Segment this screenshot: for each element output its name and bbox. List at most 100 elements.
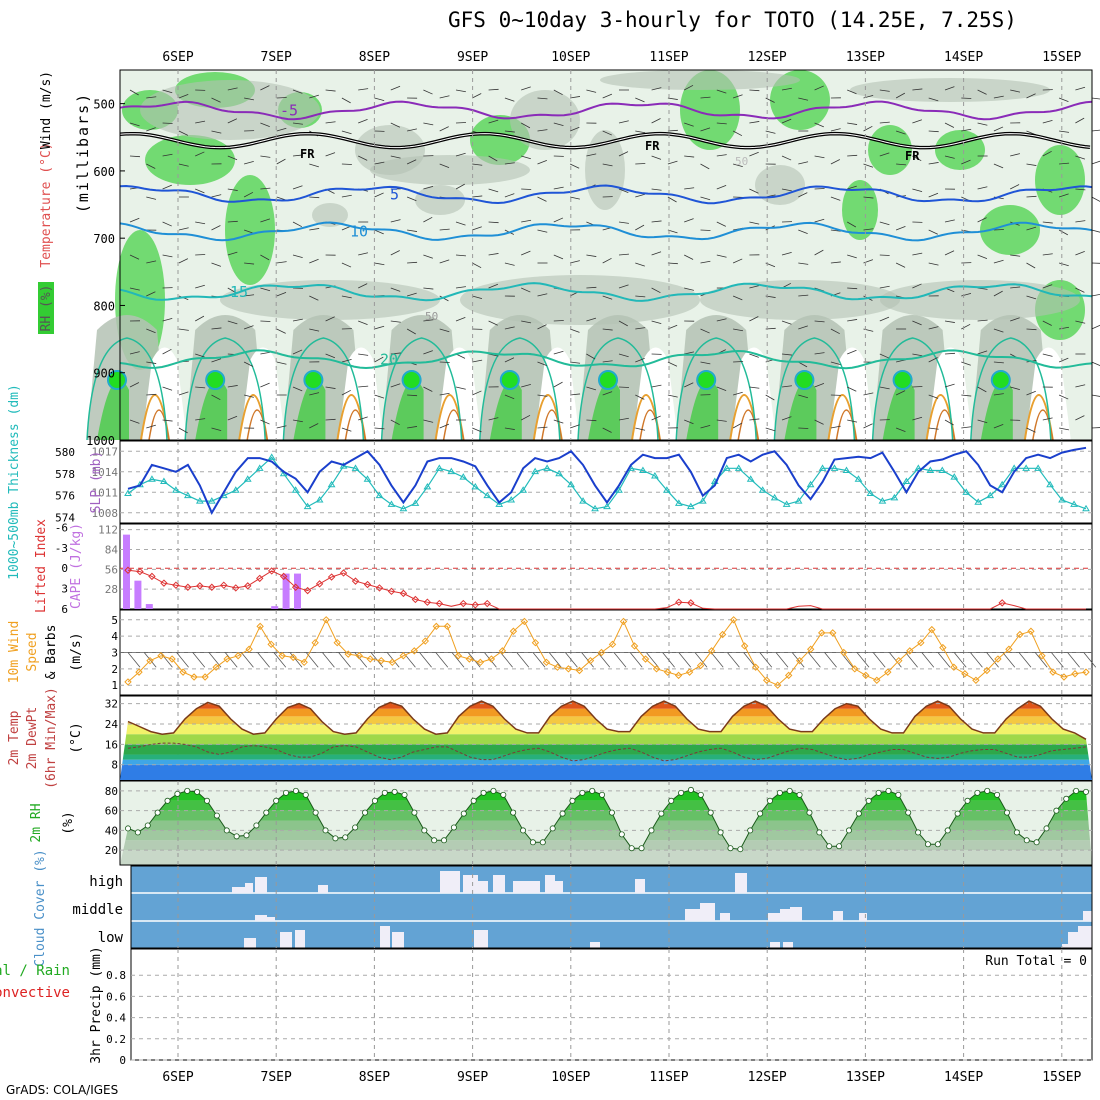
rh-point bbox=[273, 797, 280, 804]
wind-barb bbox=[227, 415, 238, 421]
wind-barb bbox=[1075, 188, 1086, 191]
wind-barb bbox=[602, 360, 613, 363]
precip-tick-label: 0.4 bbox=[106, 1012, 126, 1025]
lifted-index-point bbox=[315, 580, 324, 588]
wind-barb bbox=[863, 125, 873, 132]
wind-barb bbox=[570, 393, 581, 396]
wind-barb bbox=[977, 89, 987, 95]
precip-axis-label: 3hr Precip (mm) bbox=[89, 946, 104, 1063]
lifted-index-point bbox=[220, 581, 228, 589]
rh-axis-label: RH (%) bbox=[39, 285, 54, 332]
thickness-point bbox=[172, 486, 180, 493]
isotherm-loop bbox=[184, 337, 266, 441]
lifted-index-point bbox=[675, 598, 683, 606]
wind-barb bbox=[879, 316, 890, 322]
wind-speed-point bbox=[1016, 630, 1024, 639]
wind-barb-10m bbox=[516, 652, 530, 668]
precip-tick-label: 0 bbox=[119, 1054, 126, 1067]
wind-speed-point bbox=[1060, 673, 1068, 681]
wind-barb bbox=[325, 121, 336, 124]
wind-barb bbox=[716, 185, 727, 190]
wind-barb bbox=[1010, 286, 1021, 289]
wind-barb bbox=[292, 386, 303, 392]
cloud-bar bbox=[545, 875, 555, 893]
wind-barb bbox=[162, 318, 173, 322]
thickness-point bbox=[662, 486, 671, 493]
wind-barb bbox=[423, 89, 433, 95]
wind-barb bbox=[488, 353, 499, 357]
wind-barb bbox=[1075, 384, 1086, 388]
isotherm-label: 20 bbox=[380, 350, 398, 368]
wind-barb bbox=[651, 320, 662, 324]
wind-barb-10m bbox=[937, 652, 951, 668]
wind-barb bbox=[879, 386, 890, 390]
rh-field-blob bbox=[415, 185, 465, 215]
cloud-bar bbox=[280, 932, 292, 948]
lifted-index-point bbox=[148, 572, 156, 581]
wind-barb bbox=[944, 122, 955, 128]
lifted-index-tick-label: 0 bbox=[61, 562, 68, 575]
wind-barb bbox=[1042, 353, 1053, 357]
wind-barb bbox=[374, 192, 384, 198]
wind-barb-10m bbox=[565, 652, 578, 668]
cloud-bar bbox=[463, 875, 478, 893]
thickness-point bbox=[591, 504, 599, 512]
wind-barb bbox=[1042, 253, 1053, 256]
wind-barb bbox=[146, 361, 157, 364]
rh-point bbox=[727, 845, 734, 852]
isotherm-loop bbox=[380, 337, 463, 441]
wind-speed-point bbox=[124, 678, 132, 686]
thickness-point bbox=[962, 488, 971, 495]
wind-barb bbox=[586, 153, 597, 157]
rh2m-axis-label: 2m RH bbox=[29, 803, 44, 842]
wind-barb-10m bbox=[775, 652, 789, 668]
thickness-point bbox=[1058, 496, 1066, 503]
thickness-point bbox=[531, 467, 540, 475]
wind-barb bbox=[276, 158, 286, 165]
rh-point bbox=[658, 810, 665, 817]
wind-barb bbox=[912, 155, 922, 162]
lifted-index-point bbox=[267, 567, 276, 575]
wind-speed-point bbox=[234, 652, 242, 660]
wind-barb bbox=[716, 154, 727, 157]
wind-barb bbox=[276, 425, 287, 429]
rh-point bbox=[589, 787, 596, 794]
wind-speed-point bbox=[465, 655, 474, 663]
thickness-point bbox=[950, 473, 959, 480]
wind-barb bbox=[749, 188, 759, 194]
wind-barb bbox=[488, 283, 499, 289]
rh-point bbox=[816, 829, 823, 836]
wind-barb bbox=[863, 423, 873, 429]
cloud-bar bbox=[452, 871, 460, 893]
wind-barb bbox=[569, 163, 580, 169]
rh-field-blob bbox=[880, 280, 1080, 320]
wind-speed-point bbox=[179, 668, 187, 676]
wind-axis-label-3: & Barbs bbox=[44, 625, 59, 680]
wind-barb-10m bbox=[176, 652, 189, 668]
rh-point bbox=[1023, 837, 1030, 844]
wind-barb-10m bbox=[727, 652, 740, 668]
thickness-point bbox=[890, 493, 899, 501]
wind-barb bbox=[455, 286, 466, 289]
wind-barb bbox=[292, 89, 303, 94]
wind-speed-point bbox=[333, 638, 341, 647]
wind-barb bbox=[798, 294, 809, 297]
thickness-point bbox=[926, 466, 935, 474]
dry-column bbox=[1025, 347, 1071, 440]
cloud-bar bbox=[474, 930, 488, 948]
rh-point bbox=[994, 791, 1001, 798]
rh-max-cell bbox=[401, 370, 422, 390]
wind-barb bbox=[1026, 195, 1037, 198]
wind-barb bbox=[472, 359, 483, 363]
wind-barb bbox=[928, 130, 939, 133]
wind-barb bbox=[635, 427, 646, 431]
rh-point bbox=[362, 809, 369, 816]
rh-point bbox=[421, 827, 428, 834]
wind-barb bbox=[1091, 427, 1100, 429]
wind-barb bbox=[684, 287, 694, 291]
thickness-point bbox=[543, 464, 552, 471]
slp-tick-label: 1011 bbox=[92, 486, 119, 499]
rh-max-cell bbox=[696, 370, 717, 390]
wind-barb-10m bbox=[257, 652, 270, 668]
bottom-date-label: 6SEP bbox=[162, 1070, 193, 1085]
